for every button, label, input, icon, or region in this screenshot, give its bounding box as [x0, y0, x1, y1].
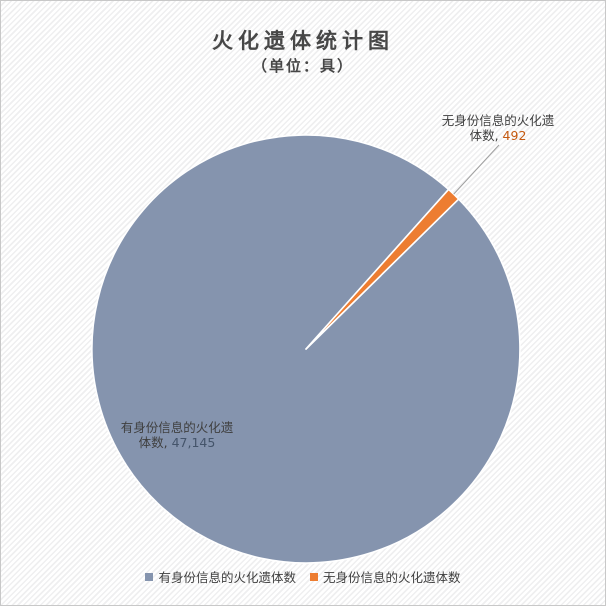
- data-label-category: 有身份信息的火化遗: [120, 420, 234, 435]
- legend: 有身份信息的火化遗体数 无身份信息的火化遗体数: [1, 567, 605, 586]
- pie-slice-without-id[interactable]: [305, 188, 460, 350]
- data-label-category-cont: 体数,: [469, 128, 503, 143]
- chart-subtitle: （单位：具）: [251, 57, 354, 75]
- data-label-value: 492: [502, 128, 527, 143]
- legend-swatch-orange-icon: [310, 572, 318, 581]
- legend-label: 有身份信息的火化遗体数: [158, 570, 296, 585]
- legend-item-with-id[interactable]: 有身份信息的火化遗体数: [145, 567, 296, 586]
- data-label-category-cont: 体数,: [138, 435, 172, 450]
- chart-title: 火化遗体统计图: [212, 29, 394, 53]
- legend-item-without-id[interactable]: 无身份信息的火化遗体数: [310, 567, 461, 586]
- data-label-category: 无身份信息的火化遗: [441, 113, 555, 128]
- data-label-without-id: 无身份信息的火化遗 体数, 492: [388, 113, 605, 143]
- data-label-with-id: 有身份信息的火化遗 体数, 47,145: [67, 420, 287, 450]
- data-label-value: 47,145: [171, 435, 216, 450]
- leader-line: [453, 144, 500, 195]
- legend-label: 无身份信息的火化遗体数: [323, 570, 461, 585]
- legend-swatch-blue-icon: [145, 572, 154, 581]
